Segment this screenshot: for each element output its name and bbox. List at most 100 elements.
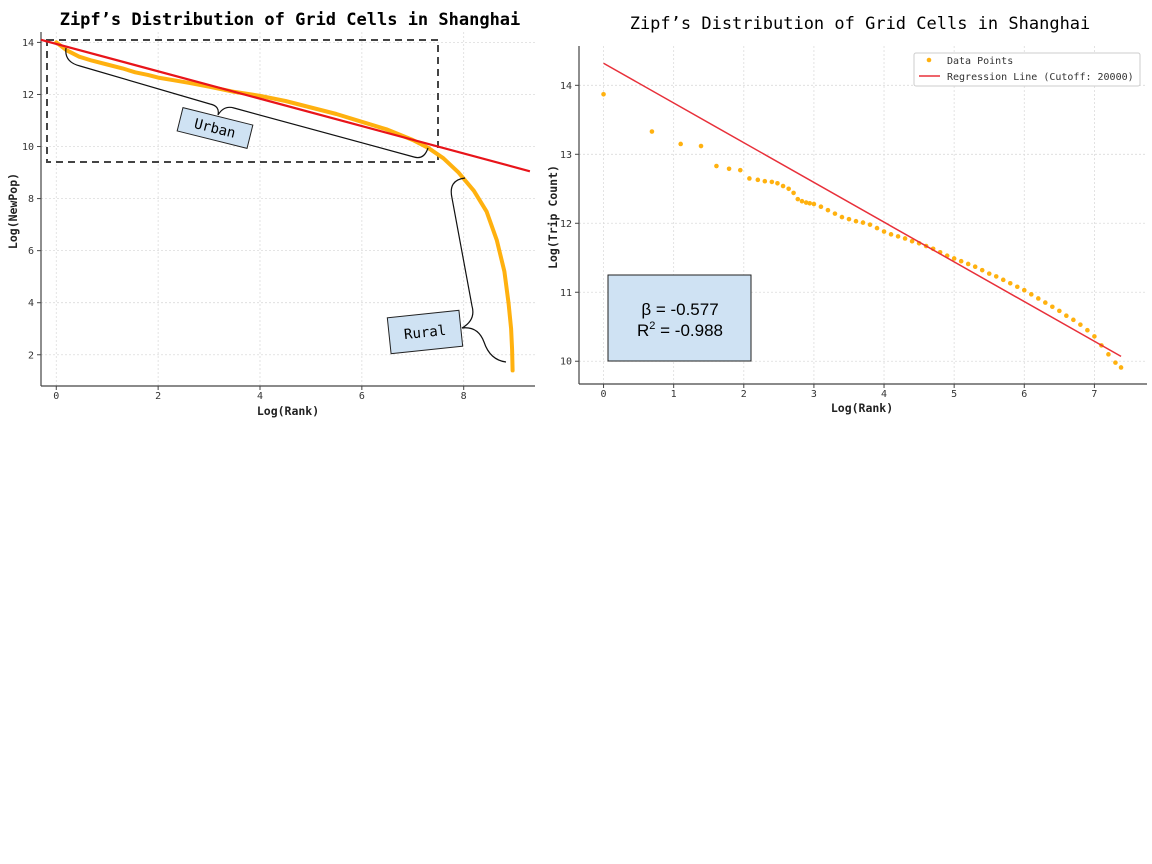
data-point — [714, 163, 719, 169]
y-tick-label: 6 — [28, 246, 34, 257]
y-tick-label: 8 — [28, 194, 34, 205]
x-tick-label: 4 — [257, 391, 263, 402]
data-point — [786, 186, 791, 192]
data-point — [972, 264, 978, 270]
legend-marker-points — [926, 57, 932, 63]
grid — [41, 32, 535, 386]
data-point — [1050, 304, 1055, 310]
data-point — [601, 91, 606, 97]
data-point — [888, 232, 894, 237]
y-axis-title: Log(NewPop) — [6, 173, 20, 249]
data-point — [1092, 334, 1097, 339]
x-axis-title: Log(Rank) — [831, 401, 893, 415]
data-point — [803, 200, 809, 205]
series-marks — [40, 38, 531, 373]
x-tick-label: 7 — [1091, 389, 1097, 400]
data-point — [839, 214, 845, 220]
legend-label-points: Data Points — [947, 56, 1013, 67]
rural-label-box — [386, 309, 464, 355]
data-point — [1028, 292, 1034, 297]
data-point — [979, 267, 985, 273]
series-marks — [601, 62, 1124, 370]
chart-title: Zipf’s Distribution of Grid Cells in Sha… — [630, 14, 1091, 34]
x-tick-label: 1 — [671, 389, 677, 400]
y-tick-label: 11 — [560, 288, 572, 299]
y-tick-label: 12 — [22, 90, 34, 101]
x-tick-label: 2 — [155, 391, 161, 402]
chart-title: Zipf’s Distribution of Grid Cells in Sha… — [60, 10, 521, 30]
data-curve — [54, 40, 515, 373]
x-tick-label: 4 — [881, 389, 887, 400]
data-point — [726, 166, 732, 172]
data-point — [807, 200, 813, 206]
data-point — [1118, 365, 1124, 370]
data-point — [1036, 296, 1041, 301]
data-point — [649, 129, 655, 134]
data-point — [860, 220, 866, 225]
legend-label-line: Regression Line (Cutoff: 20000) — [947, 72, 1134, 83]
x-tick-label: 8 — [461, 391, 467, 402]
data-point — [799, 198, 805, 204]
rural-label: Rural — [386, 309, 464, 355]
data-point — [881, 229, 887, 234]
data-point — [993, 274, 999, 279]
data-point — [1064, 313, 1069, 319]
data-point — [698, 143, 704, 149]
rural-brace — [450, 177, 507, 363]
axes: 0 2 4 6 8 2 4 6 8 10 12 14 — [22, 32, 535, 402]
y-tick-label: 4 — [28, 298, 34, 309]
y-tick-label: 10 — [22, 142, 34, 153]
y-axis-title: Log(Trip Count) — [546, 165, 560, 269]
stats-box: β = -0.577 R2 = -0.988 — [607, 274, 752, 362]
data-point — [867, 222, 873, 227]
data-point — [1014, 284, 1020, 290]
data-point — [853, 218, 859, 224]
data-point — [951, 256, 957, 261]
data-point — [1000, 277, 1006, 283]
data-point — [825, 207, 831, 213]
data-point — [846, 216, 852, 222]
y-tick-label: 14 — [22, 38, 34, 49]
data-point — [1007, 280, 1013, 286]
data-point — [818, 204, 824, 210]
data-point — [874, 225, 880, 231]
legend: Data Points Regression Line (Cutoff: 200… — [913, 52, 1141, 87]
data-point — [1078, 322, 1083, 327]
data-point — [909, 238, 915, 244]
x-tick-label: 0 — [601, 389, 607, 400]
data-point — [762, 178, 768, 184]
r2-prefix: R — [637, 321, 649, 340]
y-tick-label: 10 — [560, 357, 572, 368]
data-point — [678, 141, 683, 147]
x-axis-title: Log(Rank) — [257, 404, 319, 418]
data-point — [1085, 327, 1090, 333]
regression-line — [40, 38, 531, 173]
x-tick-label: 6 — [359, 391, 365, 402]
data-point — [747, 176, 752, 181]
legend-box — [913, 52, 1141, 87]
y-tick-label: 14 — [560, 81, 572, 92]
urban-brace — [65, 47, 429, 159]
x-tick-label: 6 — [1021, 389, 1027, 400]
data-point — [780, 183, 786, 189]
data-point — [902, 236, 908, 241]
data-point — [1106, 352, 1111, 357]
data-point — [1021, 287, 1027, 293]
urban-label: Urban — [176, 107, 254, 149]
x-tick-label: 2 — [741, 389, 747, 400]
data-point — [795, 196, 801, 202]
r2-superscript: 2 — [649, 320, 655, 332]
x-tick-label: 0 — [53, 391, 59, 402]
urban-region-box — [46, 39, 439, 163]
data-point — [769, 179, 775, 185]
data-point — [1113, 360, 1118, 365]
data-point — [1071, 317, 1076, 323]
y-tick-label: 2 — [28, 350, 34, 361]
data-point — [1057, 308, 1062, 314]
data-point — [958, 258, 964, 264]
r2-value: = -0.988 — [655, 321, 723, 340]
y-tick-label: 12 — [560, 219, 572, 230]
data-point — [1043, 300, 1048, 305]
